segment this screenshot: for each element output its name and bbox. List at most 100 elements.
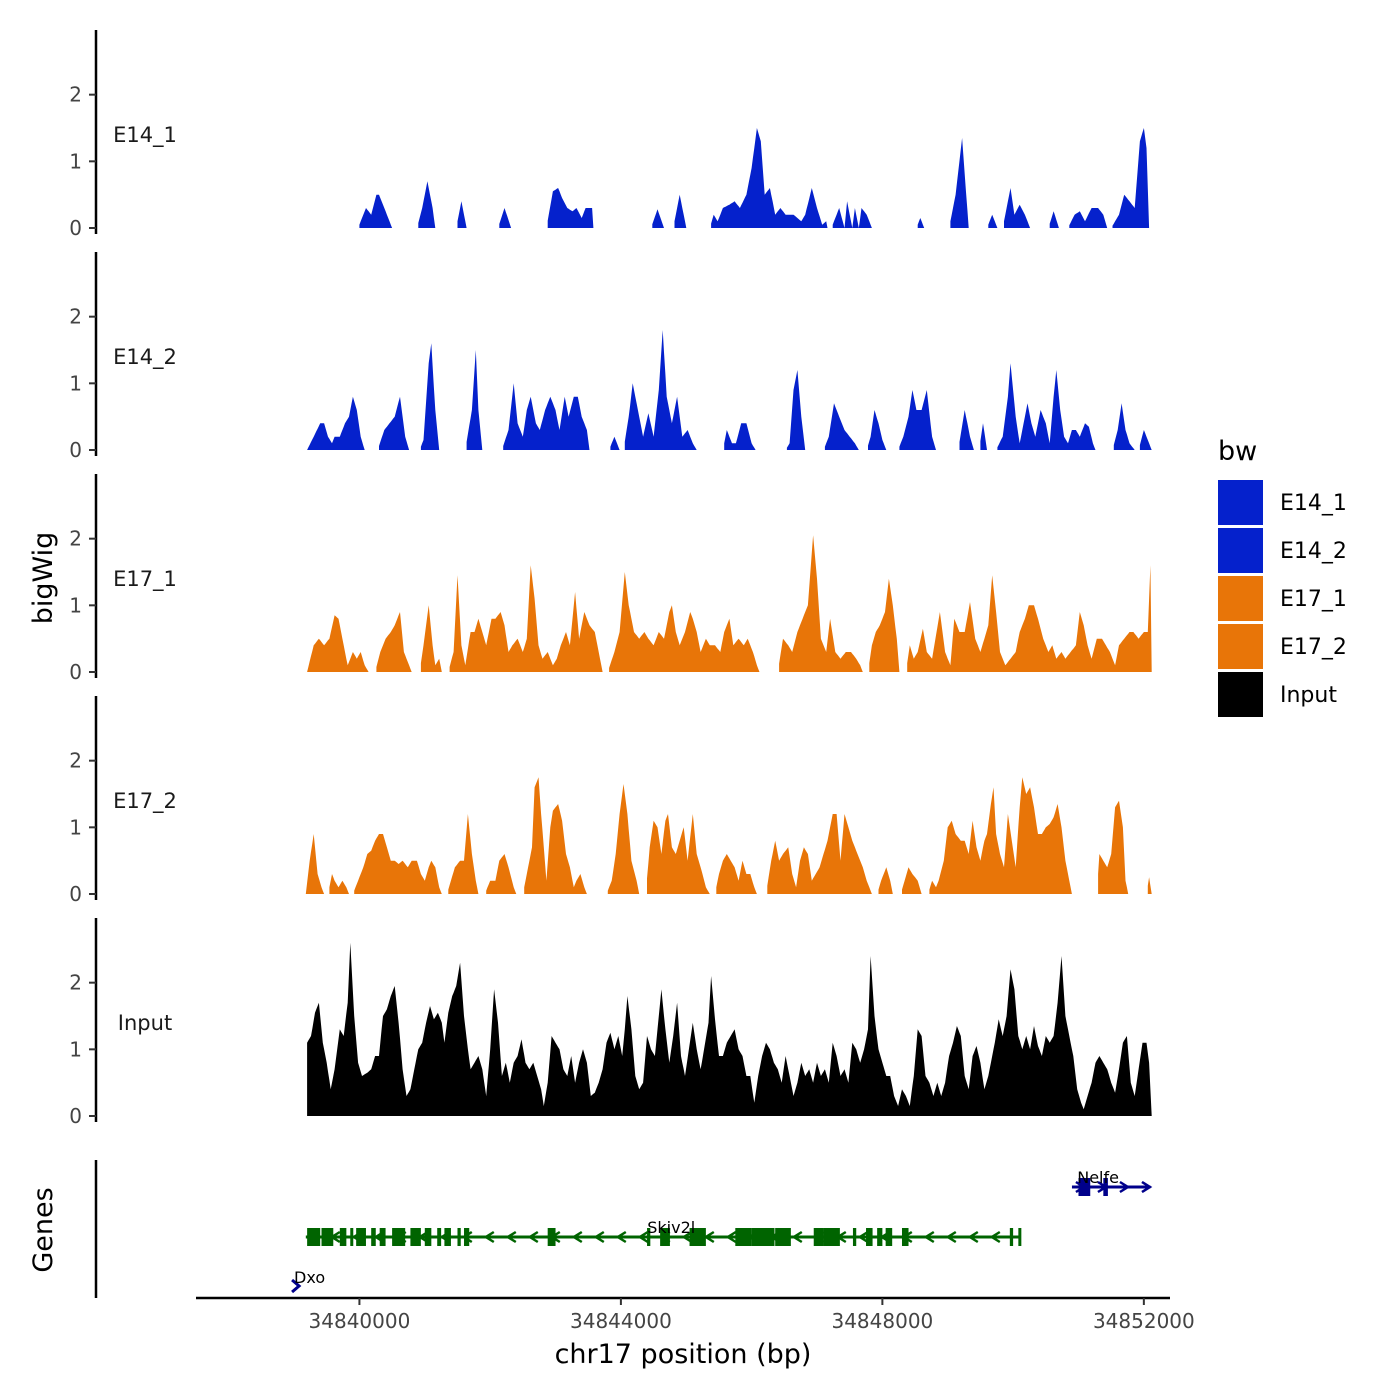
coverage-area-E17_1 (307, 615, 369, 672)
strand-chevron (791, 1230, 803, 1244)
gene-exon (371, 1228, 376, 1246)
coverage-area-E14_2 (466, 350, 483, 450)
coverage-area-E14_2 (724, 423, 756, 450)
coverage-area-E14_2 (503, 383, 590, 450)
gene-exon (392, 1228, 406, 1246)
coverage-area-E17_2 (716, 854, 757, 894)
gene-exon (647, 1228, 651, 1246)
legend-title: bw (1218, 436, 1257, 467)
coverage-area-E17_2 (1147, 877, 1152, 894)
gene-exon (350, 1228, 354, 1246)
coverage-area-E17_2 (929, 777, 1072, 894)
coverage-area-E17_1 (907, 565, 1152, 672)
y-tick-label: 0 (69, 882, 82, 906)
y-tick-label: 1 (69, 149, 82, 173)
coverage-area-E14_2 (1113, 403, 1135, 450)
y-tick-label: 0 (69, 1104, 82, 1128)
strand-chevron (1119, 1180, 1131, 1194)
x-tick-label: 34840000 (309, 1309, 411, 1333)
gene-exon (735, 1228, 752, 1246)
gene-exon (852, 1228, 857, 1246)
gene-exon (444, 1228, 451, 1246)
coverage-area-E14_1 (832, 201, 872, 228)
coverage-area-E14_1 (950, 138, 969, 228)
legend-label: E14_1 (1280, 491, 1347, 516)
gene-track-title: Genes (28, 1187, 59, 1272)
gene-exon (775, 1228, 791, 1246)
gene-exon (866, 1228, 873, 1246)
gene-exon (424, 1228, 432, 1246)
coverage-area-E17_2 (305, 834, 325, 894)
track-label: E17_2 (113, 789, 177, 814)
strand-chevron (967, 1230, 979, 1244)
track-label: Input (118, 1011, 172, 1035)
legend-swatch (1218, 480, 1263, 525)
coverage-area-E14_1 (652, 209, 664, 228)
legend-label: E17_1 (1280, 587, 1347, 612)
gene-exon (885, 1228, 893, 1246)
coverage-area-E17_2 (524, 777, 587, 894)
y-tick-label: 0 (69, 660, 82, 684)
coverage-area-E14_1 (1049, 211, 1059, 228)
legend-label: E14_2 (1280, 539, 1347, 564)
gene-exon (379, 1228, 386, 1246)
coverage-area-E14_2 (610, 436, 620, 450)
coverage-area-E14_2 (379, 396, 410, 450)
gene-label: Skiv2l (647, 1218, 695, 1237)
y-tick-label: 2 (69, 971, 82, 995)
gene-Nelfe: Nelfe (1071, 1168, 1153, 1196)
coverage-area-E14_1 (547, 188, 594, 228)
y-tick-label: 1 (69, 371, 82, 395)
coverage-area-E17_1 (449, 565, 603, 672)
gene-exon (547, 1228, 556, 1246)
legend: bw E14_1 E14_2 E17_1 E17_2 Input (1218, 436, 1347, 717)
y-tick-label: 0 (69, 216, 82, 240)
legend-label: Input (1280, 683, 1337, 708)
coverage-area-E14_1 (1004, 188, 1031, 228)
x-axis: 34840000 34844000 34848000 34852000 (196, 1296, 1195, 1333)
coverage-area-E17_2 (767, 814, 872, 894)
strand-chevron (857, 1230, 869, 1244)
y-tick-label: 2 (69, 527, 82, 551)
coverage-area-E17_1 (609, 572, 760, 672)
coverage-area-E14_1 (917, 218, 925, 228)
track-panel-E17_2: 0 1 2 E17_2 (69, 696, 1152, 906)
y-tick-label: 2 (69, 83, 82, 107)
y-tick-label: 0 (69, 438, 82, 462)
coverage-area-E14_1 (674, 194, 687, 228)
gene-Skiv2l: Skiv2l (305, 1218, 1022, 1246)
track-panel-E17_1: 0 1 2 E17_1 (69, 474, 1152, 684)
y-tick-label: 1 (69, 593, 82, 617)
coverage-area-E17_2 (1098, 800, 1129, 894)
strand-chevron (681, 1230, 693, 1244)
coverage-area-E17_2 (647, 814, 710, 894)
x-tick-label: 34848000 (831, 1309, 933, 1333)
gene-exon (457, 1228, 461, 1246)
coverage-area-E14_2 (899, 390, 936, 450)
coverage-area-E14_1 (359, 194, 393, 228)
coverage-area-E17_2 (448, 814, 479, 894)
gene-exon (1103, 1178, 1108, 1196)
strand-chevron (989, 1230, 1001, 1244)
coverage-area-E17_2 (486, 854, 517, 894)
coverage-area-E17_1 (420, 605, 442, 672)
strand-chevron (593, 1230, 605, 1244)
gene-exon (751, 1228, 775, 1246)
strand-chevron (945, 1230, 957, 1244)
coverage-area-E17_1 (869, 578, 900, 672)
coverage-area-E17_2 (607, 784, 640, 894)
strand-chevron (505, 1230, 517, 1244)
coverage-area-E14_2 (868, 410, 887, 450)
coverage-area-E14_2 (420, 343, 440, 450)
track-label: E17_1 (113, 567, 177, 592)
gene-exon (877, 1228, 883, 1246)
coverage-area-E14_2 (997, 363, 1096, 450)
coverage-area-E17_1 (779, 535, 863, 672)
strand-chevron (615, 1230, 627, 1244)
track-panel-E14_1: 0 1 2 E14_1 (69, 30, 1150, 240)
gene-exon (356, 1228, 366, 1246)
coverage-area-Input (307, 942, 1152, 1116)
x-axis-title: chr17 position (bp) (555, 1339, 812, 1370)
coverage-area-E14_2 (1139, 430, 1152, 450)
